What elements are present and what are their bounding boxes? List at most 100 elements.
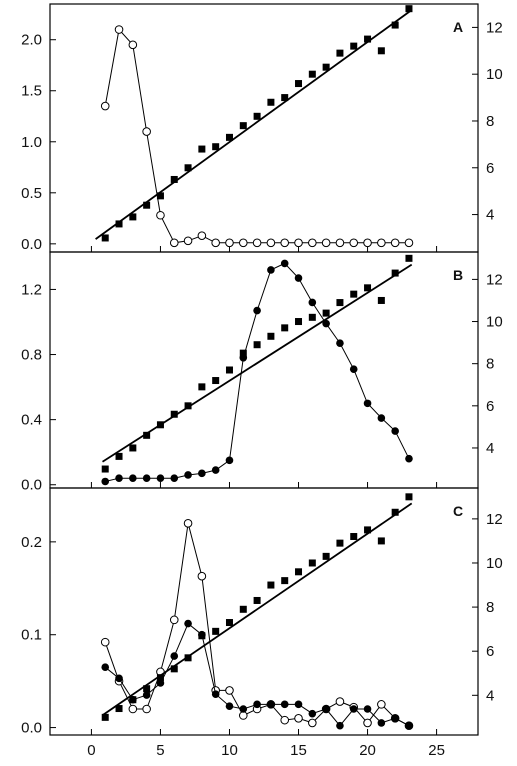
data-point-filled-circle <box>253 700 261 709</box>
data-point-square <box>377 47 385 55</box>
data-point-filled-circle <box>377 719 386 727</box>
data-point-square <box>336 539 344 547</box>
data-point-open-circle <box>294 238 303 248</box>
data-point-square <box>239 122 247 130</box>
data-point-square <box>115 452 123 460</box>
data-point-square <box>129 444 137 452</box>
panel-frame-A <box>49 3 479 253</box>
data-point-filled-circle <box>336 339 344 347</box>
y2-tick-label: 8 <box>486 599 494 616</box>
data-point-square <box>295 318 303 326</box>
x-tick-label: 0 <box>87 742 95 759</box>
data-point-filled-circle <box>101 477 110 486</box>
data-point-square <box>143 201 151 209</box>
data-point-square <box>184 402 192 410</box>
data-point-filled-circle <box>239 705 248 713</box>
y-tick-label: 0.0 <box>21 236 42 253</box>
data-point-open-circle <box>280 715 290 725</box>
y-tick-label: 0.5 <box>21 185 42 202</box>
data-point-open-circle <box>128 40 138 50</box>
data-point-open-circle <box>225 686 234 695</box>
data-point-open-circle <box>225 238 234 248</box>
data-point-square <box>170 175 178 183</box>
data-point-open-circle <box>128 704 138 714</box>
data-point-square <box>308 559 316 567</box>
data-point-open-circle <box>142 127 151 136</box>
y-tick-label: 1.0 <box>21 134 42 151</box>
panel-frame-B <box>49 251 479 489</box>
data-point-filled-circle <box>156 474 165 483</box>
data-point-square <box>322 309 330 317</box>
data-point-open-circle <box>404 238 414 248</box>
data-point-filled-circle <box>280 700 289 709</box>
data-point-square <box>101 713 109 721</box>
data-point-filled-circle <box>294 274 303 282</box>
data-point-square <box>267 98 275 106</box>
y2-tick-label: 4 <box>486 207 494 224</box>
y-tick-label: 0.8 <box>21 347 42 364</box>
data-point-filled-circle <box>280 259 289 268</box>
data-point-square <box>129 213 137 221</box>
data-point-square <box>295 80 303 88</box>
data-point-filled-circle <box>322 705 330 713</box>
data-point-square <box>225 366 233 374</box>
panel-label: C <box>453 503 463 519</box>
data-point-open-circle <box>238 711 248 720</box>
data-point-square <box>198 145 206 153</box>
data-point-filled-circle <box>349 365 358 373</box>
data-point-filled-circle <box>363 399 372 408</box>
data-point-square <box>267 332 275 340</box>
data-point-square <box>225 133 233 141</box>
data-point-filled-circle <box>142 691 151 699</box>
data-point-open-circle <box>238 238 248 248</box>
y2-tick-label: 10 <box>486 555 503 572</box>
data-point-square <box>239 349 247 357</box>
data-point-square <box>377 537 385 545</box>
data-point-square <box>281 577 289 585</box>
data-point-open-circle <box>183 236 193 246</box>
data-point-square <box>336 299 344 307</box>
data-point-filled-circle <box>308 709 317 718</box>
data-point-square <box>143 685 151 693</box>
data-point-filled-circle <box>170 652 179 660</box>
data-point-filled-circle <box>253 306 261 315</box>
data-point-filled-circle <box>115 674 123 683</box>
data-point-square <box>115 220 123 228</box>
data-point-square <box>170 665 178 673</box>
y2-tick-label: 6 <box>486 643 494 660</box>
data-point-open-circle <box>197 571 207 581</box>
data-point-filled-circle <box>322 319 330 328</box>
data-point-filled-circle <box>184 471 192 479</box>
data-point-filled-circle <box>129 474 137 483</box>
data-point-square <box>115 705 123 713</box>
data-point-filled-circle <box>336 721 344 730</box>
data-point-open-circle <box>211 238 220 248</box>
data-point-open-circle <box>197 231 207 240</box>
y-tick-label: 2.0 <box>21 32 42 49</box>
data-point-square <box>212 143 220 151</box>
y-tick-label: 1.5 <box>21 83 42 100</box>
fit-line <box>102 263 413 463</box>
panel-label: A <box>453 19 463 35</box>
data-point-filled-circle <box>391 427 399 435</box>
y2-tick-label: 12 <box>486 511 503 528</box>
data-point-filled-circle <box>377 414 386 422</box>
series-line <box>104 523 410 727</box>
data-point-filled-circle <box>101 663 110 672</box>
y2-tick-label: 12 <box>486 19 503 36</box>
data-point-open-circle <box>266 238 276 248</box>
data-point-square <box>198 383 206 391</box>
data-point-open-circle <box>377 238 386 248</box>
data-point-square <box>391 508 399 516</box>
data-point-filled-circle <box>405 721 413 730</box>
y-tick-label: 0.4 <box>21 412 42 429</box>
data-point-square <box>101 234 109 242</box>
data-point-filled-circle <box>349 705 358 713</box>
data-point-square <box>212 377 220 385</box>
data-point-square <box>364 284 372 292</box>
data-point-square <box>377 296 385 304</box>
x-tick-label: 25 <box>428 742 445 759</box>
y-tick-label: 0.0 <box>21 477 42 494</box>
data-point-filled-circle <box>198 469 206 478</box>
